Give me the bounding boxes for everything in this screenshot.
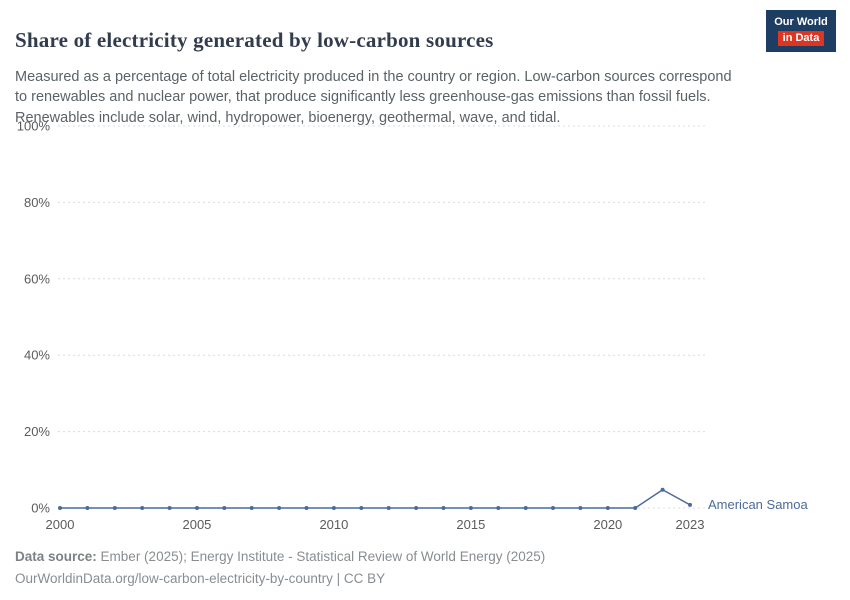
data-point[interactable] [304, 506, 309, 510]
data-point[interactable] [441, 506, 446, 510]
y-tick-label: 20% [24, 424, 50, 439]
data-source-line: Data source: Ember (2025); Energy Instit… [15, 546, 835, 568]
page-title: Share of electricity generated by low-ca… [15, 28, 494, 53]
data-point[interactable] [359, 506, 364, 510]
owid-logo-line1: Our World [774, 16, 828, 28]
data-point[interactable] [167, 506, 172, 510]
chart-subtitle: Measured as a percentage of total electr… [15, 68, 732, 126]
data-point[interactable] [222, 506, 227, 510]
data-point[interactable] [195, 506, 199, 510]
data-source-text: Ember (2025); Energy Institute - Statist… [100, 549, 546, 564]
data-point[interactable] [468, 506, 473, 510]
x-tick-label: 2015 [456, 517, 485, 532]
y-tick-label: 100% [17, 119, 51, 134]
series-line [60, 488, 691, 509]
data-point[interactable] [633, 506, 638, 510]
data-point[interactable] [578, 506, 583, 510]
data-point[interactable] [140, 506, 145, 510]
y-tick-label: 40% [24, 348, 50, 363]
footer-url-link[interactable]: OurWorldinData.org/low-carbon-electricit… [15, 570, 386, 586]
data-point[interactable] [496, 506, 501, 510]
x-tick-label: 2023 [676, 517, 705, 532]
data-point[interactable] [58, 506, 62, 510]
series-end-label[interactable]: American Samoa [708, 497, 808, 512]
data-point[interactable] [277, 506, 282, 510]
x-tick-label: 2005 [182, 517, 211, 532]
chart-footer: Data source: Ember (2025); Energy Instit… [15, 546, 835, 589]
x-tick-label: 2010 [319, 517, 348, 532]
line-chart-svg: 0% 20% 40% 60% 80% 100% 2000 2005 2010 2015 2020 20… [17, 119, 809, 533]
data-source-label: Data source: [15, 549, 97, 564]
data-point[interactable] [551, 506, 555, 510]
x-tick-label: 2000 [46, 517, 75, 532]
y-tick-label: 60% [24, 271, 50, 286]
data-point[interactable] [249, 506, 254, 510]
data-point[interactable] [331, 506, 336, 510]
owid-logo-line2: in Data [777, 30, 825, 46]
data-point[interactable] [386, 506, 391, 510]
owid-logo[interactable]: Our World in Data [766, 10, 836, 52]
data-point[interactable] [414, 506, 419, 510]
x-tick-label: 2020 [593, 517, 622, 532]
data-point[interactable] [523, 506, 528, 510]
y-tick-label: 80% [24, 195, 50, 210]
y-tick-label: 0% [31, 501, 50, 516]
data-point[interactable] [85, 506, 90, 510]
data-point[interactable] [660, 487, 665, 492]
data-point[interactable] [605, 506, 610, 510]
data-point[interactable] [688, 502, 692, 507]
data-point[interactable] [112, 506, 117, 510]
